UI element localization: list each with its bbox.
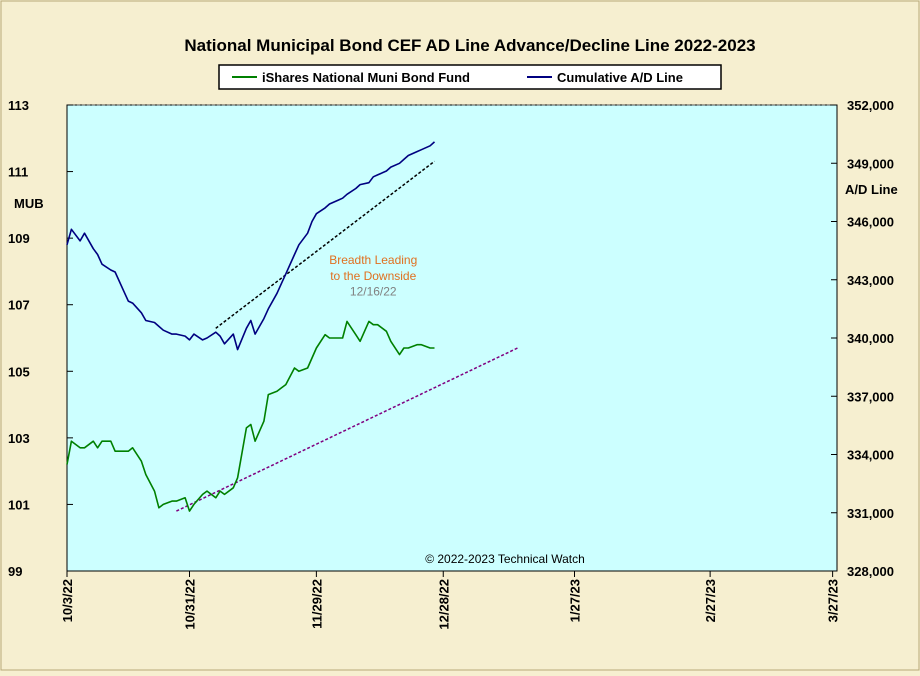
blue-trendline: [215, 160, 435, 329]
x-tick-label: 10/31/22: [183, 579, 198, 630]
right-axis: 328,000 331,000 334,000 337,000 340,000 343,0…: [831, 98, 894, 579]
x-tick-label: 3/27/23: [826, 579, 841, 622]
legend: iShares National Muni Bond Fund Cumulati…: [218, 64, 722, 90]
right-tick-label: 337,000: [847, 389, 894, 404]
left-tick-label: 103: [8, 431, 30, 446]
left-tick-label: 101: [8, 497, 30, 512]
x-tick-label: 10/3/22: [60, 579, 75, 622]
right-tick-label: 343,000: [847, 273, 894, 288]
breadth-annotation-line2: to the Downside: [330, 269, 416, 283]
trendlines: [176, 160, 518, 512]
left-tick-label: 99: [8, 564, 22, 579]
x-tick-label: 1/27/23: [568, 579, 583, 622]
left-axis: 99 101 103 105 107 109 111 113: [8, 98, 73, 579]
copyright-text: © 2022-2023 Technical Watch: [425, 552, 585, 566]
series-group: [66, 141, 436, 512]
left-tick-label: 107: [8, 298, 30, 313]
right-tick-label: 349,000: [847, 156, 894, 171]
right-tick-label: 340,000: [847, 331, 894, 346]
right-tick-label: 328,000: [847, 564, 894, 579]
left-tick-label: 111: [8, 165, 28, 180]
left-tick-label: 113: [8, 98, 29, 113]
right-axis-title: A/D Line: [845, 182, 898, 197]
right-tick-label: 352,000: [847, 98, 894, 113]
right-tick-label: 331,000: [847, 506, 894, 521]
green-trendline: [176, 347, 518, 512]
plot-area: [66, 104, 838, 572]
left-tick-label: 109: [8, 231, 30, 246]
breadth-annotation-line1: Breadth Leading: [329, 253, 417, 267]
right-tick-label: 346,000: [847, 215, 894, 230]
legend-box: [218, 64, 722, 90]
left-tick-label: 105: [8, 364, 30, 379]
breadth-annotation-date: 12/16/22: [350, 284, 397, 298]
right-tick-label: 334,000: [847, 448, 894, 463]
legend-label-mub: iShares National Muni Bond Fund: [262, 70, 470, 85]
x-tick-label: 12/28/22: [436, 579, 451, 630]
legend-label-ad-line: Cumulative A/D Line: [557, 70, 683, 85]
x-axis: 10/3/22 10/31/22 11/29/22 12/28/22 1/27/23 2/…: [60, 571, 841, 630]
series-line-mub: [66, 320, 435, 512]
left-axis-title: MUB: [14, 196, 44, 211]
series-line-ad: [66, 141, 436, 351]
chart-title: National Municipal Bond CEF AD Line Adva…: [184, 36, 755, 55]
x-tick-label: 2/27/23: [703, 579, 718, 622]
x-tick-label: 11/29/22: [309, 579, 324, 629]
